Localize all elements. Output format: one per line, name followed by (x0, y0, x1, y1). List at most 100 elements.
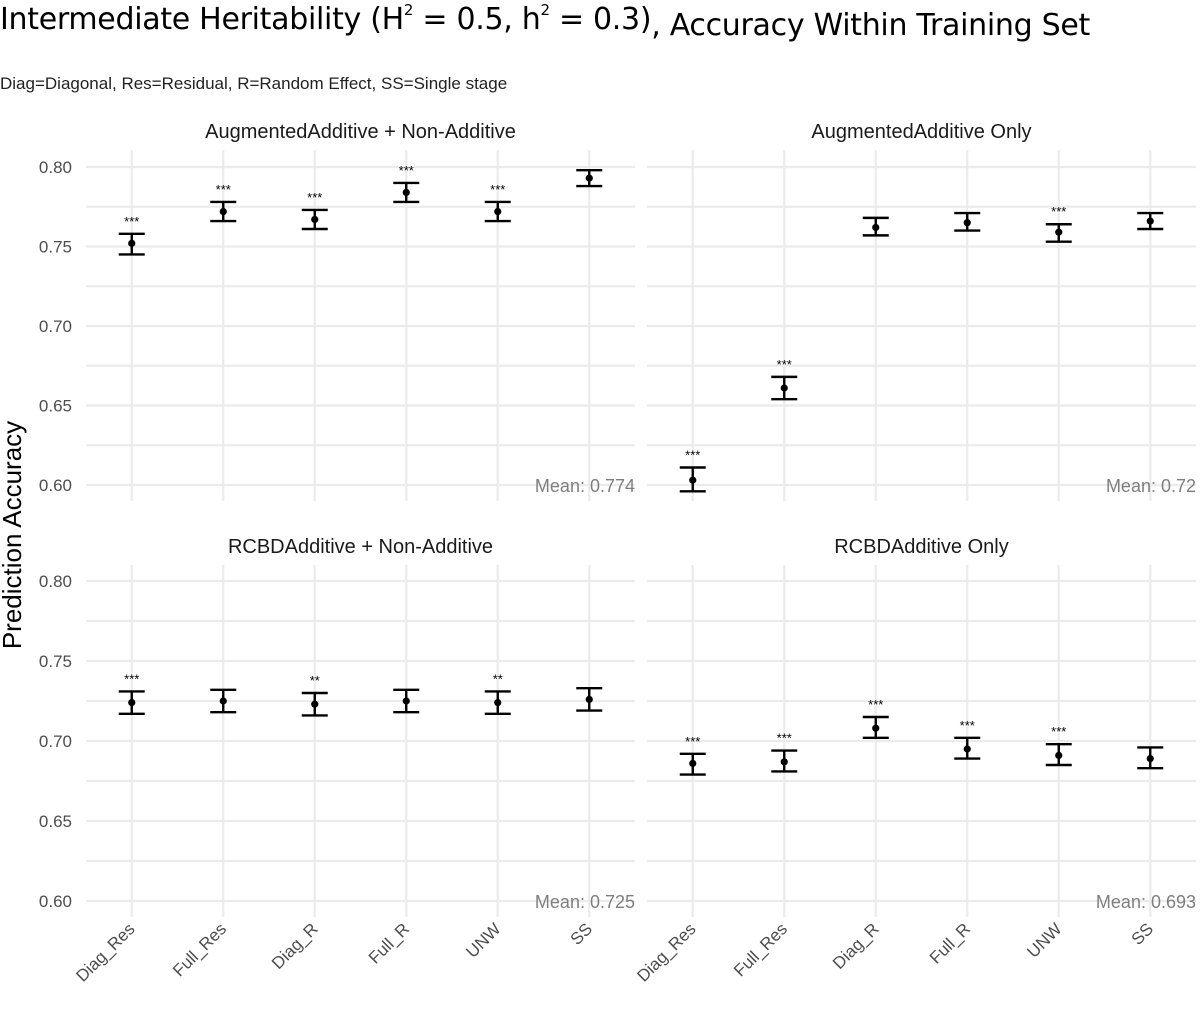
significance-label: *** (216, 182, 231, 197)
mean-point (128, 699, 136, 707)
mean-point (219, 697, 227, 705)
mean-point (1146, 217, 1154, 225)
significance-label: *** (399, 163, 414, 178)
significance-label: *** (1051, 724, 1066, 739)
mean-point (689, 476, 697, 484)
title-part-3: = 0.3) (549, 2, 652, 37)
mean-annotation: Mean: 0.725 (535, 892, 635, 912)
mean-point (402, 188, 410, 197)
mean-point (311, 215, 319, 224)
significance-label: *** (777, 731, 792, 746)
errorbar: *** (679, 448, 706, 493)
mean-point (689, 759, 697, 768)
significance-label: *** (777, 357, 792, 372)
chart-subtitle: Diag=Diagonal, Res=Residual, R=Random Ef… (0, 74, 508, 93)
significance-label: *** (490, 182, 505, 197)
title-part-4: , Accuracy Within Training Set (651, 8, 1090, 43)
x-tick-label: Diag_Res (72, 919, 138, 985)
errorbar: *** (954, 718, 981, 760)
errorbar: *** (118, 214, 145, 256)
significance-label: ** (493, 671, 503, 686)
significance-label: *** (124, 214, 139, 229)
panel-title: AugmentedAdditive Only (811, 121, 1031, 143)
y-tick-label: 0.70 (39, 317, 72, 336)
errorbar (862, 216, 889, 237)
mean-point (128, 239, 136, 247)
x-tick-label: UNW (1023, 919, 1065, 961)
mean-point (1146, 755, 1154, 763)
errorbar (576, 168, 603, 188)
x-tick-label: Diag_R (829, 919, 883, 973)
errorbar: *** (771, 357, 798, 401)
y-tick-label: 0.60 (39, 892, 72, 911)
mean-point (872, 724, 880, 732)
errorbar: *** (1045, 724, 1072, 767)
x-tick-label: SS (1128, 919, 1157, 948)
title-part-1: Intermediate Heritability (H (0, 2, 404, 37)
title-superscript-1: 2 (403, 1, 414, 19)
mean-annotation: Mean: 0.774 (535, 476, 635, 496)
y-tick-label: 0.80 (39, 158, 72, 177)
errorbar (210, 688, 237, 714)
chart-title: Intermediate Heritability (H2 = 0.5, h2 … (0, 1, 1200, 43)
significance-label: *** (868, 697, 883, 712)
mean-point (311, 700, 319, 708)
errorbar: *** (1045, 204, 1072, 243)
panel-title: RCBDAdditive Only (834, 536, 1009, 558)
significance-label: *** (1051, 204, 1066, 219)
errorbar: *** (862, 697, 889, 739)
panel-title: RCBDAdditive + Non-Additive (228, 536, 493, 558)
errorbar: ** (484, 671, 511, 715)
mean-point (872, 223, 880, 232)
x-tick-label: Full_Res (169, 919, 230, 980)
mean-point (780, 384, 788, 392)
errorbar: *** (301, 190, 328, 231)
y-tick-label: 0.70 (39, 732, 72, 751)
significance-label: ** (310, 673, 320, 688)
significance-label: *** (124, 671, 139, 686)
errorbar: ** (301, 673, 328, 717)
errorbar (1137, 746, 1164, 770)
y-tick-label: 0.65 (39, 812, 72, 831)
mean-point (219, 207, 227, 216)
x-tick-label: Full_Res (730, 919, 791, 980)
mean-point (1055, 751, 1063, 760)
mean-point (585, 174, 593, 182)
mean-point (585, 695, 593, 704)
x-tick-label: Full_R (926, 919, 974, 967)
errorbar: *** (484, 182, 511, 223)
mean-point (780, 758, 788, 766)
significance-label: *** (960, 718, 975, 733)
errorbar: *** (210, 182, 237, 223)
significance-label: *** (685, 448, 700, 463)
panel-2: AugmentedAdditive Only *** *** *** Mean: 0.7… (647, 121, 1196, 501)
errorbar: *** (393, 163, 420, 204)
title-part-2: = 0.5, h (413, 2, 541, 37)
x-tick-label: Diag_R (268, 919, 322, 973)
panel-4: RCBDAdditive Only *** *** *** *** *** Mean: 0.… (633, 536, 1196, 986)
x-tick-label: UNW (462, 919, 504, 961)
errorbar (954, 211, 981, 232)
mean-annotation: Mean: 0.693 (1096, 892, 1196, 912)
mean-point (402, 697, 410, 705)
significance-label: *** (307, 190, 322, 205)
y-tick-label: 0.60 (39, 476, 72, 495)
errorbar (393, 688, 420, 714)
errorbar (1137, 211, 1164, 231)
mean-annotation: Mean: 0.72 (1106, 476, 1196, 496)
y-tick-label: 0.75 (39, 652, 72, 671)
mean-point (494, 207, 502, 216)
mean-point (1055, 228, 1063, 236)
y-tick-label: 0.75 (39, 238, 72, 257)
errorbar: *** (771, 731, 798, 773)
y-axis-title: Prediction Accuracy (0, 421, 27, 649)
x-tick-label: SS (567, 919, 596, 948)
mean-point (963, 219, 971, 227)
panel-title: AugmentedAdditive + Non-Additive (205, 121, 516, 143)
y-tick-label: 0.80 (39, 572, 72, 591)
mean-point (963, 745, 971, 753)
panel-3: RCBDAdditive + Non-Additive*** ** **Mean: … (72, 536, 635, 986)
panel-1: AugmentedAdditive + Non-Additive *** *** **… (86, 121, 635, 501)
mean-point (494, 699, 502, 707)
